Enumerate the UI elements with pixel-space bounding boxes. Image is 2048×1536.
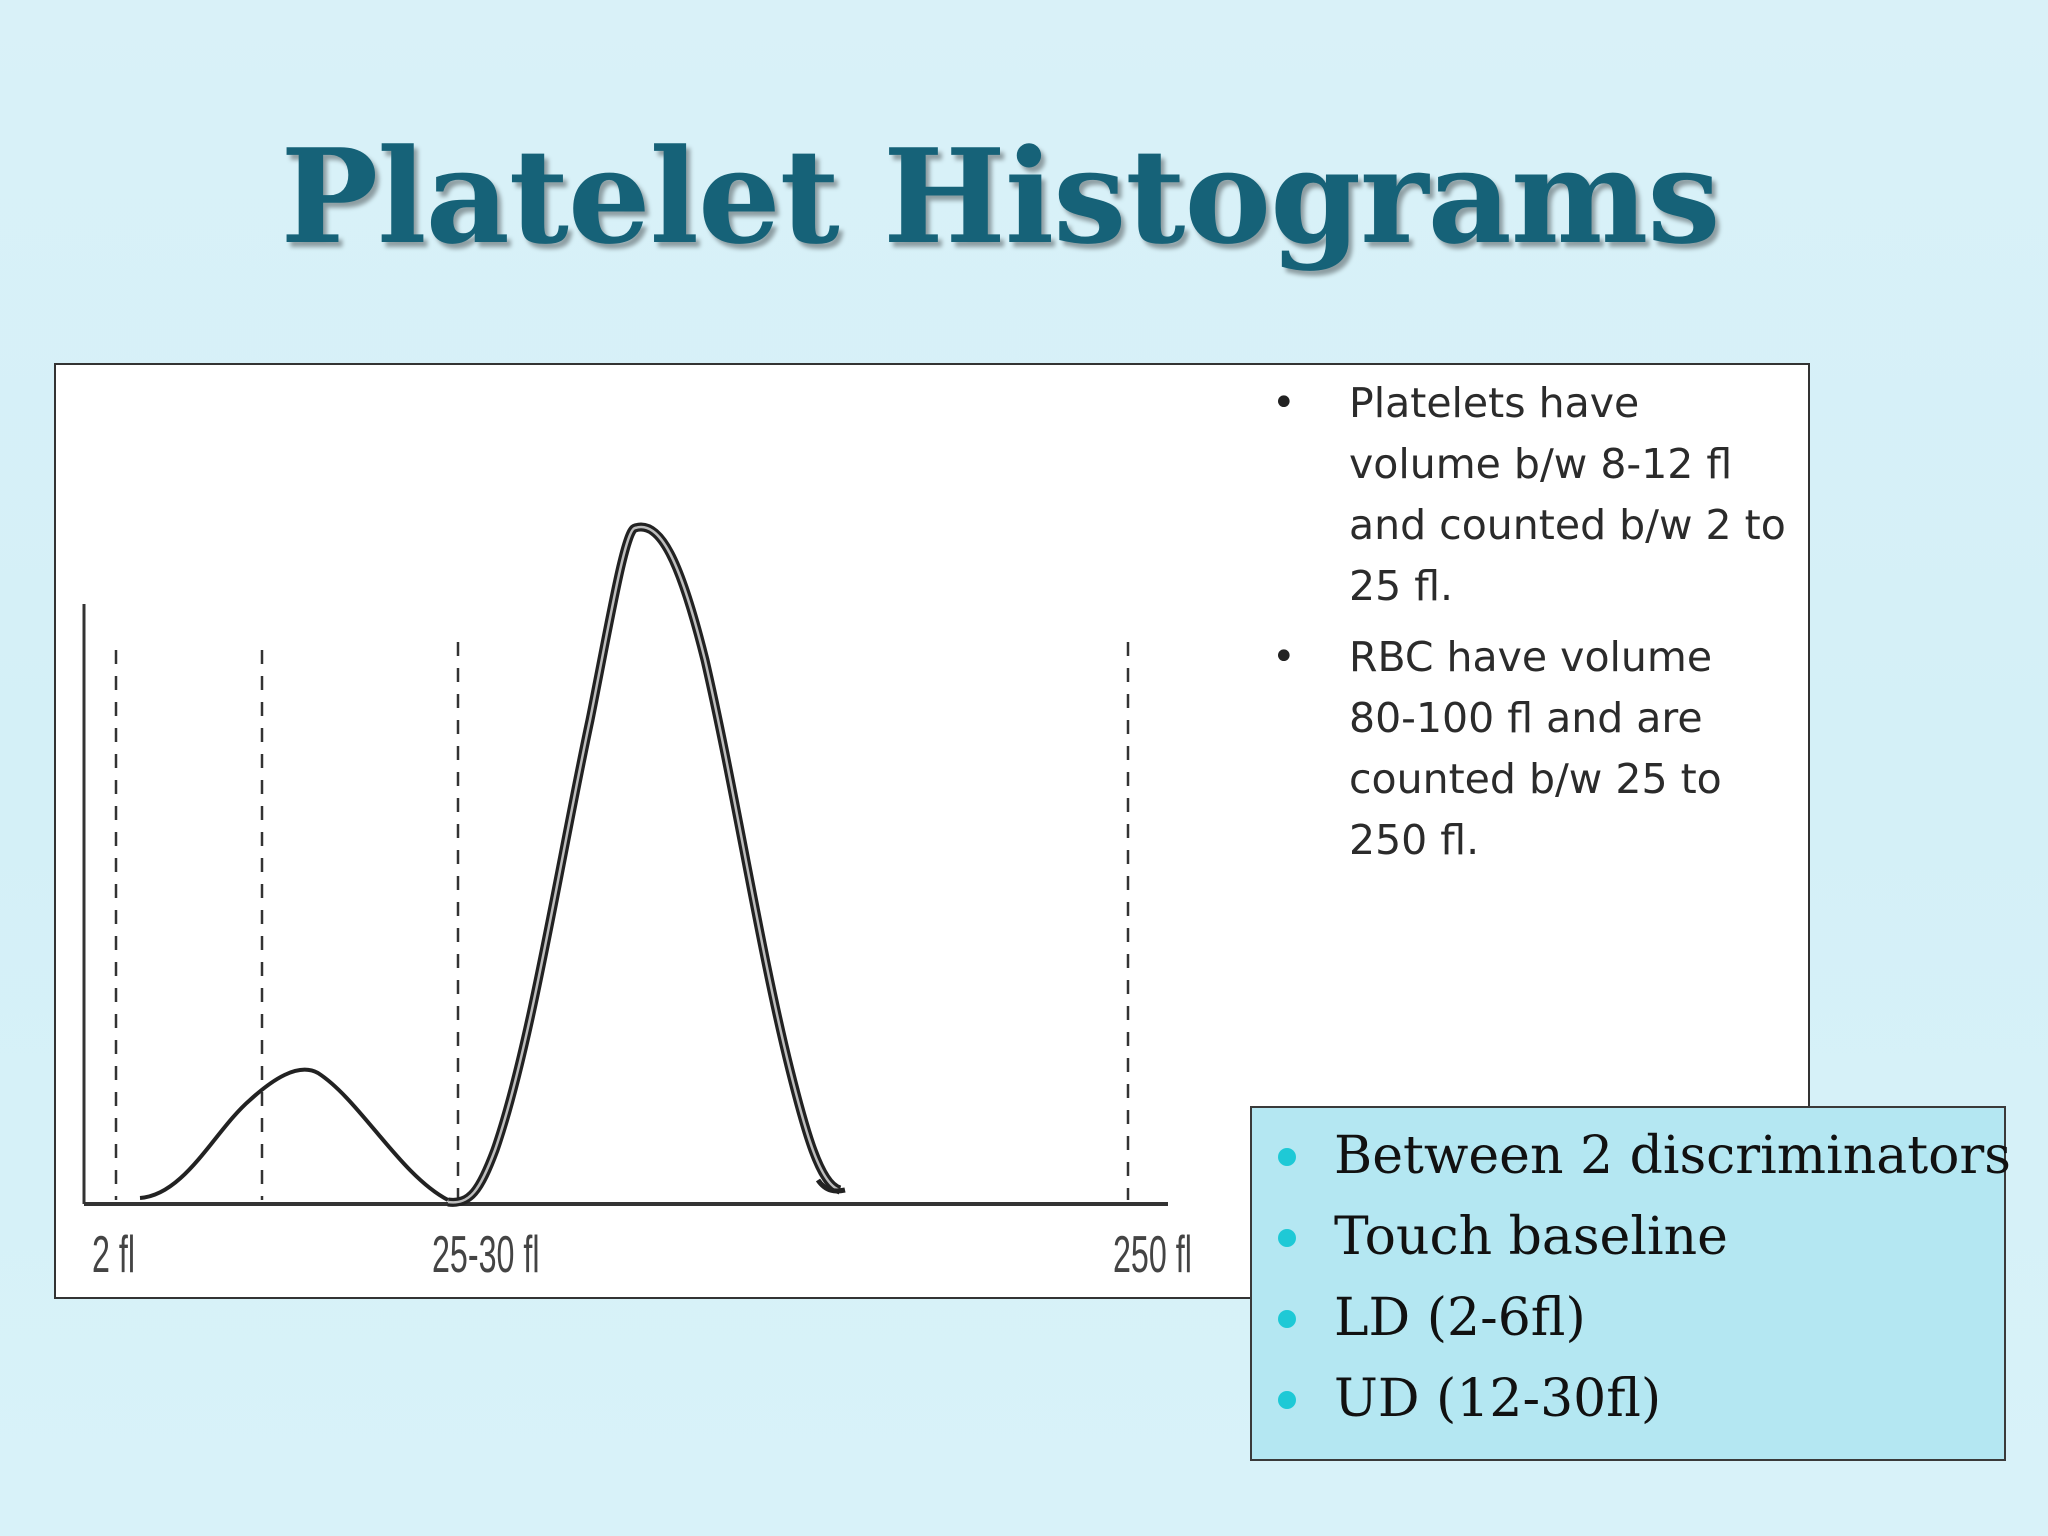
callout-item: Touch baseline bbox=[1274, 1197, 2011, 1278]
slide-title: Platelet Histograms bbox=[280, 120, 1720, 273]
callout-item-label: UD (12-30fl) bbox=[1334, 1369, 1662, 1429]
notes-list: Platelets have volume b/w 8-12 fl and co… bbox=[1272, 373, 1792, 881]
rbc-curve-inner bbox=[447, 525, 841, 1204]
callout-item-label: Touch baseline bbox=[1334, 1207, 1728, 1267]
callout-item: Between 2 discriminators bbox=[1274, 1116, 2011, 1197]
bullet-icon bbox=[1278, 1310, 1296, 1328]
axis-label-250fl: 250 fl bbox=[1113, 1226, 1192, 1284]
rbc-curve bbox=[447, 522, 842, 1207]
bullet-icon bbox=[1278, 1229, 1296, 1247]
platelet-curve bbox=[139, 1067, 449, 1202]
axis-label-2fl: 2 fl bbox=[92, 1226, 136, 1284]
axis-label-25-30fl: 25-30 fl bbox=[432, 1226, 540, 1284]
callout-item-label: Between 2 discriminators bbox=[1334, 1126, 2011, 1186]
callout-item-label: LD (2-6fl) bbox=[1334, 1288, 1586, 1348]
bullet-icon bbox=[1278, 1148, 1296, 1166]
rbc-tail bbox=[815, 1178, 846, 1194]
callout-item: LD (2-6fl) bbox=[1274, 1278, 2011, 1359]
note-platelets: Platelets have volume b/w 8-12 fl and co… bbox=[1272, 373, 1792, 617]
bullet-icon bbox=[1278, 1391, 1296, 1409]
callout-item: UD (12-30fl) bbox=[1274, 1359, 2011, 1440]
note-rbc: RBC have volume 80-100 fl and are counte… bbox=[1272, 627, 1792, 871]
discriminator-callout: Between 2 discriminators Touch baseline … bbox=[1250, 1106, 2011, 1461]
